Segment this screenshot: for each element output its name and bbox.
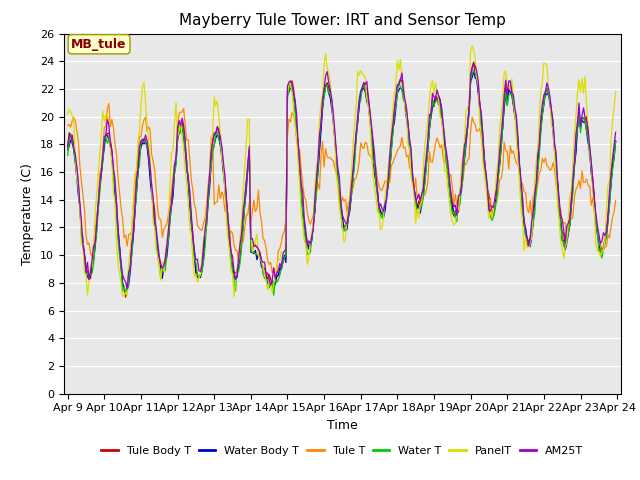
Tule Body T [612, 139, 620, 144]
Water Body T [612, 138, 620, 144]
Tule T [228, 230, 236, 236]
Water Body T [64, 147, 72, 153]
Tule T [256, 209, 264, 215]
Tule Body T [584, 135, 592, 141]
Tule Body T [305, 243, 313, 249]
Water Body T [256, 254, 264, 260]
AM25T [228, 253, 236, 259]
Water T [131, 209, 139, 215]
Line: Water Body T: Water Body T [68, 71, 616, 294]
PanelT [612, 88, 620, 94]
Tule T [247, 219, 255, 225]
Tule Body T [228, 267, 236, 273]
Line: Tule T: Tule T [68, 104, 616, 277]
PanelT [230, 294, 238, 300]
AM25T [256, 250, 264, 255]
Tule T [64, 123, 72, 129]
AM25T [470, 60, 477, 66]
PanelT [468, 43, 476, 48]
Water Body T [122, 291, 129, 297]
Tule Body T [247, 244, 255, 250]
AM25T [612, 130, 620, 135]
Tule Body T [256, 252, 264, 257]
Water T [227, 254, 235, 260]
Text: MB_tule: MB_tule [71, 38, 127, 51]
Water Body T [247, 249, 255, 255]
Line: Tule Body T: Tule Body T [68, 62, 616, 297]
PanelT [227, 268, 235, 274]
Y-axis label: Temperature (C): Temperature (C) [22, 163, 35, 264]
Water T [305, 251, 313, 257]
PanelT [256, 257, 264, 263]
PanelT [584, 122, 592, 128]
AM25T [584, 127, 592, 132]
Tule T [105, 101, 113, 107]
AM25T [64, 143, 72, 149]
Tule T [132, 168, 140, 174]
Tule T [584, 182, 592, 188]
PanelT [247, 230, 255, 236]
Tule Body T [132, 185, 140, 191]
PanelT [305, 255, 313, 261]
Legend: Tule Body T, Water Body T, Tule T, Water T, PanelT, AM25T: Tule Body T, Water Body T, Tule T, Water… [97, 441, 588, 460]
Water T [246, 149, 253, 155]
Water T [64, 153, 72, 158]
Water T [255, 252, 262, 258]
Water Body T [228, 263, 236, 269]
Water T [270, 292, 278, 298]
AM25T [124, 286, 131, 292]
Water T [584, 135, 592, 141]
PanelT [131, 171, 139, 177]
Water T [470, 69, 477, 74]
AM25T [247, 236, 255, 242]
Line: Water T: Water T [68, 72, 616, 295]
Water Body T [305, 246, 313, 252]
Tule T [307, 221, 314, 227]
X-axis label: Time: Time [327, 419, 358, 432]
Line: PanelT: PanelT [68, 46, 616, 297]
Tule Body T [122, 294, 129, 300]
Tule Body T [470, 59, 477, 65]
Tule T [271, 274, 279, 280]
Water T [612, 139, 620, 144]
Tule T [612, 198, 620, 204]
Water Body T [584, 140, 592, 146]
AM25T [305, 238, 313, 244]
Tule Body T [64, 144, 72, 150]
Water Body T [470, 68, 477, 73]
PanelT [64, 111, 72, 117]
Title: Mayberry Tule Tower: IRT and Sensor Temp: Mayberry Tule Tower: IRT and Sensor Temp [179, 13, 506, 28]
Line: AM25T: AM25T [68, 63, 616, 289]
Water Body T [132, 192, 140, 197]
AM25T [132, 178, 140, 183]
